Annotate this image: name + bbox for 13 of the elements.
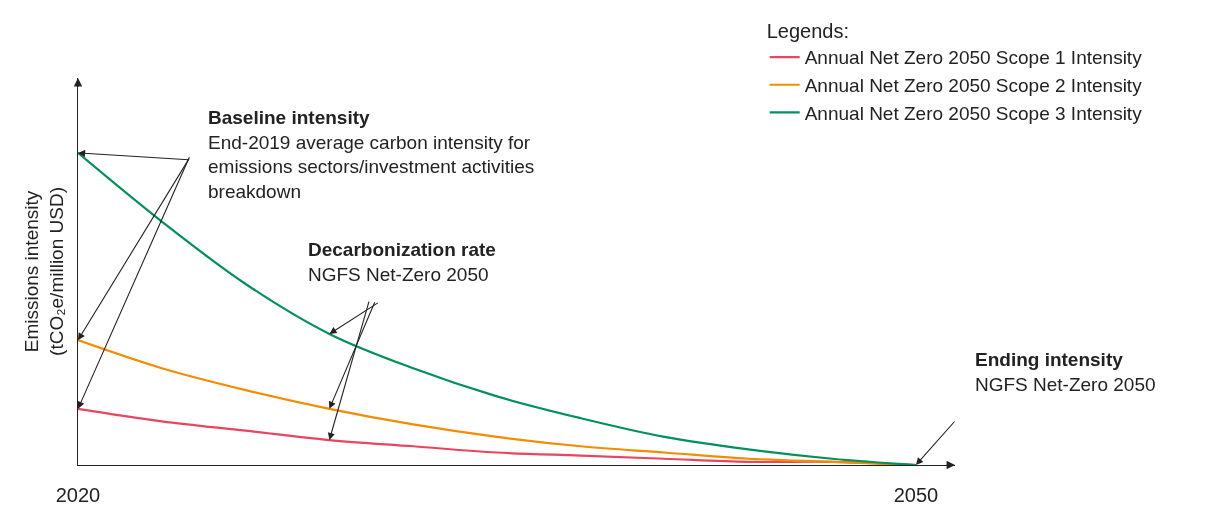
legend-title: Legends: (766, 20, 849, 43)
annotation: End-2019 average carbon intensity for emissions sectors/investment activities breakdown (208, 131, 535, 203)
legend-label: Annual Net Zero 2050 Scope 2 Intensity (804, 75, 1143, 97)
legend-label: Annual Net Zero 2050 Scope 3 Intensity (804, 102, 1143, 124)
x-tick-label: 2050 (893, 484, 939, 507)
x-tick-label: 2020 (55, 484, 101, 507)
text: Ending intensity (975, 349, 1124, 370)
annotation: NGFS Net-Zero 2050 (308, 263, 489, 285)
y-axis-title: Emissions intensity (tCO₂e/million USD) (21, 187, 67, 356)
text: Baseline intensity (208, 107, 370, 128)
text: NGFS Net-Zero 2050 (975, 373, 1156, 395)
legend-label: Annual Net Zero 2050 Scope 1 Intensity (804, 47, 1143, 69)
annotation: Decarbonization rate (308, 239, 496, 260)
